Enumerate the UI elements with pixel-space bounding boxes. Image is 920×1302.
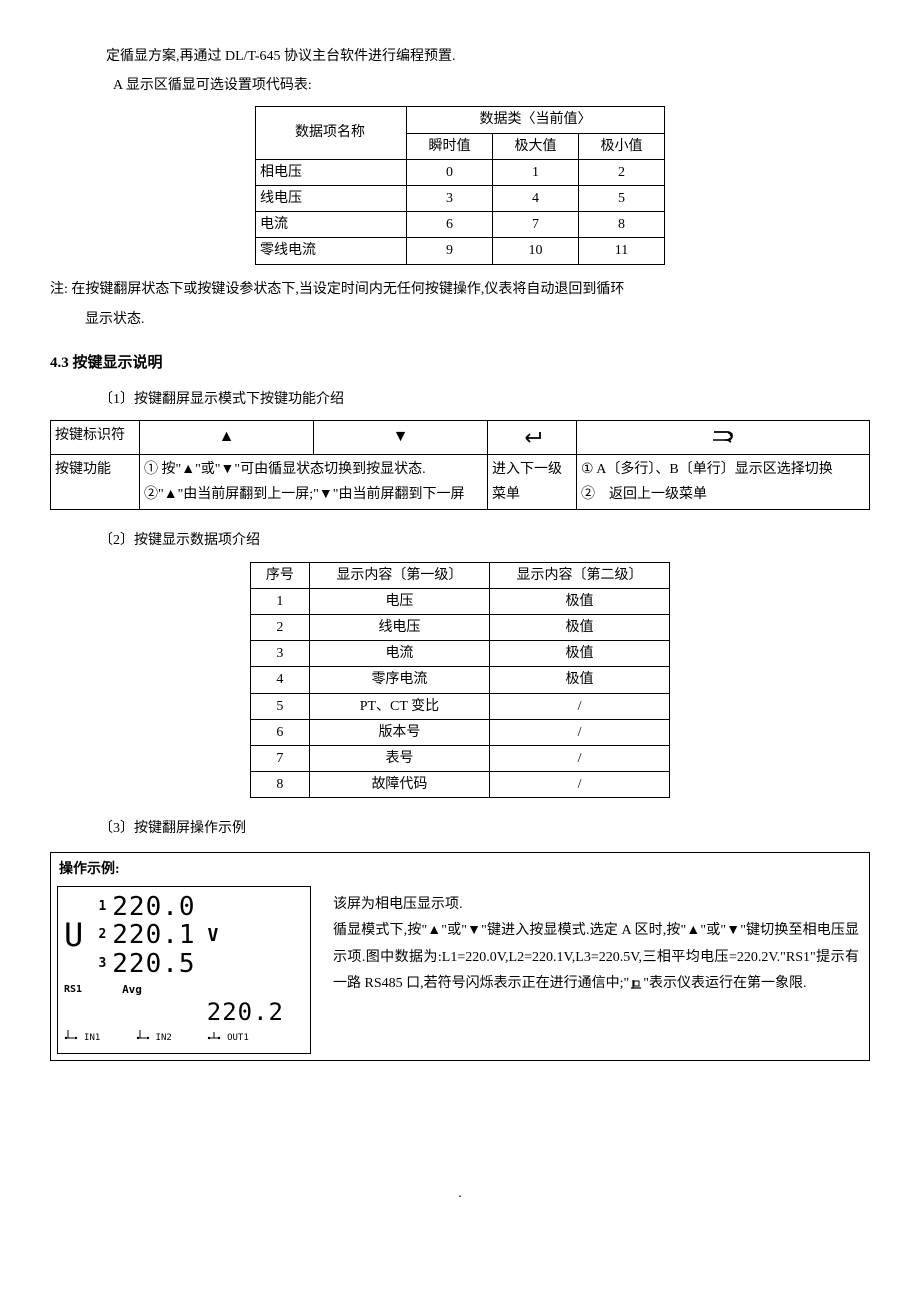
row-func-label: 按键功能: [51, 455, 140, 510]
table-cell: 故障代码: [309, 772, 489, 798]
section-43-heading: 4.3 按键显示说明: [50, 350, 870, 377]
table-cell: 8: [579, 212, 665, 238]
func-enter: 进入下一级菜单: [488, 455, 577, 510]
table-row-seq: 2: [251, 615, 310, 641]
table-cell: 11: [579, 238, 665, 264]
table-cell: /: [490, 772, 670, 798]
quadrant-icon: IN1: [64, 1028, 100, 1047]
key-func-table: 按键标识符 ▲ ▼ 按键功能 ① 按"▲"或"▼"可由循显状态切换到按显状态.②…: [50, 420, 870, 510]
r1-val: 220.0: [112, 893, 195, 922]
sub1-heading: 〔1〕按键翻屏显示模式下按键功能介绍: [99, 387, 870, 412]
v-unit: V: [208, 926, 219, 946]
t3-h3: 显示内容〔第二级〕: [490, 562, 670, 588]
table-cell: 电压: [309, 588, 489, 614]
note-prefix: 注:: [50, 282, 68, 297]
table-cell: 极值: [490, 588, 670, 614]
code-table: 数据项名称 数据类〈当前值〉 瞬时值 极大值 极小值 相电压 0 1 2 线电压 …: [255, 106, 665, 264]
row-ident-label: 按键标识符: [51, 421, 140, 455]
table-row-name: 零线电流: [256, 238, 407, 264]
table-row-seq: 1: [251, 588, 310, 614]
table-row-seq: 3: [251, 641, 310, 667]
up-icon: ▲: [140, 421, 314, 455]
desc-line1: 该屏为相电压显示项.: [333, 892, 859, 919]
table-cell: 9: [407, 238, 493, 264]
th-sub2: 极大值: [493, 133, 579, 159]
avg-label: Avg: [122, 980, 142, 1000]
table-cell: 线电压: [309, 615, 489, 641]
out1-group: OUT1: [207, 1028, 249, 1047]
table-cell: 零序电流: [309, 667, 489, 693]
table-row-name: 相电压: [256, 159, 407, 185]
table-cell: 极值: [490, 641, 670, 667]
table-cell: 表号: [309, 745, 489, 771]
note-text2: 显示状态.: [85, 305, 870, 336]
table-cell: /: [490, 745, 670, 771]
r2-label: 2: [92, 928, 106, 942]
in1-label: IN1: [84, 1033, 100, 1043]
th-sub3: 极小值: [579, 133, 665, 159]
enter-icon: [488, 421, 577, 455]
table-cell: 极值: [490, 667, 670, 693]
table-cell: 7: [493, 212, 579, 238]
table-cell: PT、CT 变比: [309, 693, 489, 719]
sub2-heading: 〔2〕按键显示数据项介绍: [99, 528, 870, 553]
table-cell: 4: [493, 185, 579, 211]
intro-line2: A 显示区循显可选设置项代码表:: [113, 73, 870, 98]
out1-label: OUT1: [227, 1033, 249, 1043]
r3-label: 3: [92, 957, 106, 971]
down-icon: ▼: [314, 421, 488, 455]
note-text1: 在按键翻屏状态下或按键设参状态下,当设定时间内无任何按键操作,仪表将自动退回到循…: [71, 282, 624, 297]
table-cell: 电流: [309, 641, 489, 667]
table-cell: 10: [493, 238, 579, 264]
rs1-label: RS1: [64, 981, 82, 999]
example-title: 操作示例:: [51, 853, 869, 886]
func-return: ① A〔多行〕、B〔单行〕显示区选择切换② 返回上一级菜单: [577, 455, 870, 510]
table-cell: 极值: [490, 615, 670, 641]
table-cell: 2: [579, 159, 665, 185]
t3-h1: 序号: [251, 562, 310, 588]
table-row-seq: 7: [251, 745, 310, 771]
table-cell: 3: [407, 185, 493, 211]
table-cell: 0: [407, 159, 493, 185]
table-row-seq: 6: [251, 719, 310, 745]
r2-val: 220.1: [112, 921, 195, 950]
table-row-seq: 5: [251, 693, 310, 719]
table-cell: /: [490, 693, 670, 719]
table-row-name: 电流: [256, 212, 407, 238]
table3-body: 1 电压 极值 2 线电压 极值 3 电流 极值 4 零序电流 极值 5 PT、CT 变…: [251, 588, 670, 798]
r3-val: 220.5: [112, 950, 195, 979]
desc-line2: 循显模式下,按"▲"或"▼"键进入按显模式.选定 A 区时,按"▲"或"▼"键切…: [333, 918, 859, 998]
th-name: 数据项名称: [256, 107, 407, 159]
table-row-name: 线电压: [256, 185, 407, 211]
display-item-table: 序号 显示内容〔第一级〕 显示内容〔第二级〕 1 电压 极值 2 线电压 极值 3 …: [250, 562, 670, 799]
table-cell: 1: [493, 159, 579, 185]
in2-label: IN2: [156, 1033, 172, 1043]
example-description: 该屏为相电压显示项. 循显模式下,按"▲"或"▼"键进入按显模式.选定 A 区时…: [317, 886, 869, 1061]
table-row-seq: 4: [251, 667, 310, 693]
table1-body: 相电压 0 1 2 线电压 3 4 5 电流 6 7 8 零线电流 9 10 11: [256, 159, 665, 264]
lcd-display: U 1 220.0 2 220.1 V 3 220.5 RS1 Avg 220.2 IN…: [57, 886, 311, 1055]
table-cell: 6: [407, 212, 493, 238]
table-row-seq: 8: [251, 772, 310, 798]
return-icon: [577, 421, 870, 455]
th-sub1: 瞬时值: [407, 133, 493, 159]
r1-label: 1: [92, 900, 106, 914]
avg-val: 220.2: [207, 998, 284, 1026]
note-block: 注: 在按键翻屏状态下或按键设参状态下,当设定时间内无任何按键操作,仪表将自动退…: [50, 275, 870, 337]
th-cat: 数据类〈当前值〉: [407, 107, 665, 133]
example-box: 操作示例: U 1 220.0 2 220.1 V 3 220.5 RS1 Avg 22…: [50, 852, 870, 1062]
table-cell: 5: [579, 185, 665, 211]
in2-group: IN2: [136, 1028, 172, 1047]
sub3-heading: 〔3〕按键翻屏操作示例: [99, 816, 870, 841]
t3-h2: 显示内容〔第一级〕: [309, 562, 489, 588]
func-updown: ① 按"▲"或"▼"可由循显状态切换到按显状态.②"▲"由当前屏翻到上一屏;"▼…: [140, 455, 488, 510]
table-cell: /: [490, 719, 670, 745]
intro-line1: 定循显方案,再通过 DL/T-645 协议主台软件进行编程预置.: [78, 44, 870, 69]
table-cell: 版本号: [309, 719, 489, 745]
u-symbol: U: [64, 907, 84, 965]
page-footer-dot: .: [50, 1181, 870, 1206]
